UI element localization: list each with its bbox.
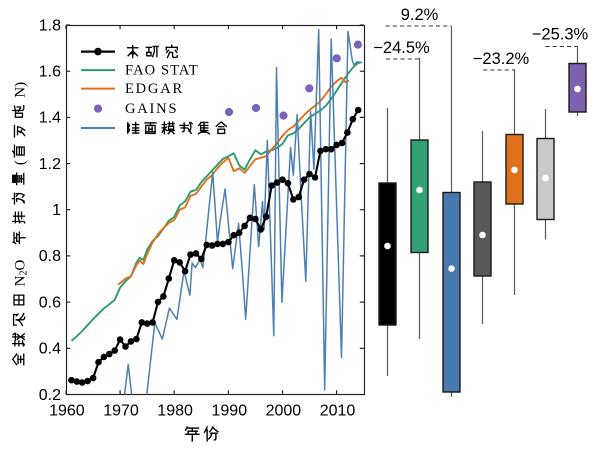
svg-text:0.6: 0.6	[39, 294, 61, 311]
svg-text:N): N)	[13, 82, 29, 98]
svg-text:9.2%: 9.2%	[401, 6, 439, 24]
svg-text:1.2: 1.2	[39, 156, 61, 173]
svg-text:1.4: 1.4	[39, 110, 61, 127]
svg-text:1.8: 1.8	[39, 17, 61, 34]
svg-text:1970: 1970	[103, 403, 139, 420]
svg-text:1980: 1980	[157, 403, 193, 420]
svg-text:1990: 1990	[212, 403, 248, 420]
svg-text:−23.2%: −23.2%	[473, 50, 530, 68]
svg-text:0.4: 0.4	[39, 341, 61, 358]
svg-text:2000: 2000	[266, 403, 302, 420]
svg-text:FAO STAT: FAO STAT	[125, 63, 199, 79]
svg-text:1: 1	[52, 202, 61, 219]
svg-text:EDGAR: EDGAR	[125, 81, 184, 97]
svg-text:GAINS: GAINS	[125, 101, 178, 117]
svg-text:1960: 1960	[49, 403, 85, 420]
svg-text:−24.5%: −24.5%	[373, 39, 430, 57]
svg-text:0.2: 0.2	[39, 387, 61, 404]
svg-text:0.8: 0.8	[39, 248, 61, 265]
svg-text:2010: 2010	[320, 403, 356, 420]
svg-text:−25.3%: −25.3%	[532, 26, 589, 44]
svg-text:1.6: 1.6	[39, 64, 61, 81]
svg-text:N2O: N2O	[13, 259, 30, 286]
svg-text:(: (	[13, 160, 29, 165]
